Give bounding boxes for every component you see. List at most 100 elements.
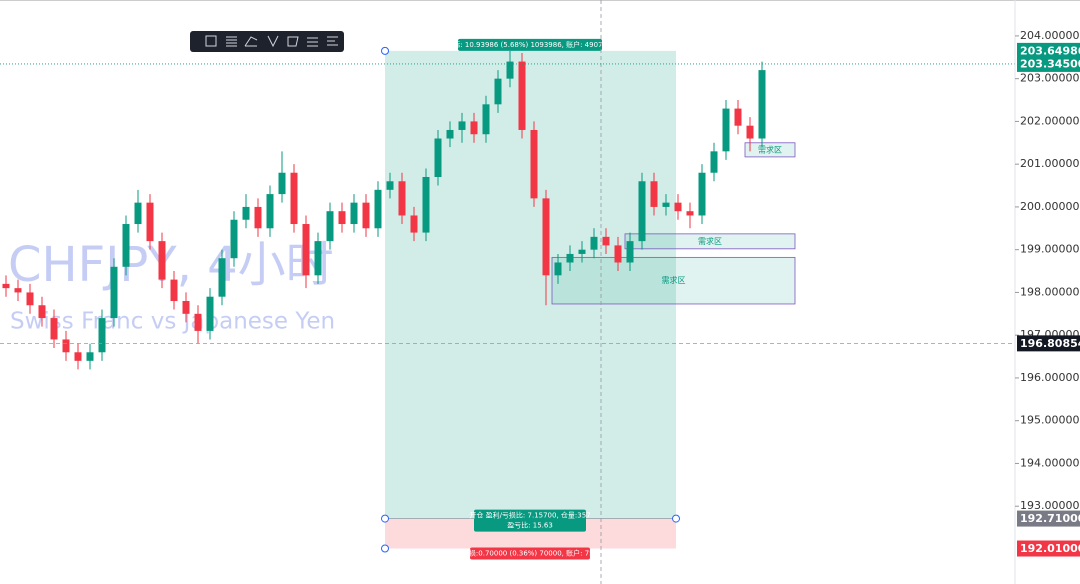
candle-body xyxy=(290,172,298,225)
position-label-bg xyxy=(474,509,586,532)
drawing-toolbar[interactable] xyxy=(190,31,344,52)
price-label-bg xyxy=(1017,335,1080,352)
candle-body xyxy=(734,108,742,126)
position-label: 目标: 10.93986 (5.68%) 1093986, 账户: 4907.0… xyxy=(446,40,613,49)
candle-body xyxy=(206,296,214,331)
price-label-bg xyxy=(1017,42,1080,59)
handle xyxy=(381,46,389,55)
candle-body xyxy=(302,224,310,276)
candle-body xyxy=(50,318,58,340)
price-label-bg xyxy=(1017,540,1080,557)
candle-body xyxy=(410,215,418,233)
candle-body xyxy=(698,172,706,216)
candle-body xyxy=(614,245,622,263)
y-tick-label: 198.00000 xyxy=(1020,285,1080,298)
candle-body xyxy=(602,236,610,246)
candle-body xyxy=(62,339,70,353)
price-label: 192.71000 xyxy=(1020,512,1080,525)
candle-body xyxy=(470,121,478,135)
candle-body xyxy=(650,181,658,207)
candle-body xyxy=(686,211,694,216)
price-label: 192.01000 xyxy=(1020,542,1080,555)
candle-body xyxy=(638,181,646,242)
candle-body xyxy=(26,292,34,306)
candle-body xyxy=(2,283,10,289)
candle-body xyxy=(86,352,94,361)
zone-label: 需求区 xyxy=(698,236,722,246)
price-label: 203.34500 xyxy=(1020,57,1080,70)
candle-body xyxy=(374,189,382,229)
position-label: 开仓 盈利/亏损比: 7.15700, 仓量:357 xyxy=(469,511,590,520)
position-label-bg xyxy=(458,38,602,51)
zone-label: 需求区 xyxy=(662,275,686,285)
candle-body xyxy=(266,194,274,229)
candle-body xyxy=(506,61,514,79)
candle-body xyxy=(758,70,766,139)
position-label-bg xyxy=(470,547,590,560)
candle-body xyxy=(554,262,562,276)
candle-body xyxy=(494,78,502,105)
candle-body xyxy=(518,61,526,130)
candle-body xyxy=(98,318,106,353)
demand-zone xyxy=(551,256,796,305)
handle xyxy=(381,514,389,523)
y-tick-label: 199.00000 xyxy=(1020,243,1080,256)
candle-body xyxy=(566,253,574,263)
candle-body xyxy=(230,219,238,259)
candle-body xyxy=(458,121,466,130)
candle-body xyxy=(338,211,346,225)
candle-body xyxy=(386,181,394,190)
candle-body xyxy=(254,206,262,229)
y-tick-label: 204.00000 xyxy=(1020,29,1080,42)
y-tick-label: 203.00000 xyxy=(1020,72,1080,85)
candle-body xyxy=(134,202,142,225)
candle-body xyxy=(674,202,682,212)
y-tick-label: 200.00000 xyxy=(1020,200,1080,213)
candle-body xyxy=(482,104,490,135)
candle-body xyxy=(626,241,634,263)
candle-body xyxy=(326,211,334,242)
candle-body xyxy=(74,352,82,361)
candle-body xyxy=(14,288,22,293)
y-tick-label: 194.00000 xyxy=(1020,456,1080,469)
price-label-bg xyxy=(1017,55,1080,72)
candle-body xyxy=(398,181,406,216)
y-tick-label: 202.00000 xyxy=(1020,114,1080,127)
candle-body xyxy=(446,129,454,139)
candle-body xyxy=(434,138,442,177)
candle-body xyxy=(194,313,202,331)
y-tick-label: 201.00000 xyxy=(1020,157,1080,170)
profit-zone xyxy=(385,50,676,519)
candle-body xyxy=(278,172,286,195)
candle-body xyxy=(38,305,46,319)
candle-body xyxy=(350,202,358,225)
candle-body xyxy=(182,300,190,314)
y-tick-label: 196.00000 xyxy=(1020,371,1080,384)
candle-body xyxy=(542,198,550,276)
candle-body xyxy=(530,129,538,199)
position-label: 止损:0.70000 (0.36%) 70000, 账户: 750 xyxy=(462,549,598,558)
candle-body xyxy=(746,125,754,139)
position-label: 盈亏比: 15.63 xyxy=(507,521,553,530)
candle-body xyxy=(662,202,670,207)
price-label: 196.80854 xyxy=(1020,337,1080,350)
zone-label: 需求区 xyxy=(758,144,782,154)
candle-body xyxy=(362,202,370,229)
handle xyxy=(381,544,389,553)
candle-body xyxy=(170,279,178,301)
y-tick-label: 195.00000 xyxy=(1020,414,1080,427)
candle-body xyxy=(110,266,118,319)
candle-body xyxy=(242,206,250,220)
candle-body xyxy=(218,258,226,297)
price-label-bg xyxy=(1017,510,1080,527)
y-tick-label: 193.00000 xyxy=(1020,499,1080,512)
candle-body xyxy=(722,108,730,152)
watermark-subtitle: Swiss Franc vs Japanese Yen xyxy=(10,309,335,335)
price-label: 203.64986 xyxy=(1020,44,1080,57)
demand-zone xyxy=(744,142,796,158)
candle-body xyxy=(314,241,322,276)
candle-body xyxy=(578,249,586,254)
candle-body xyxy=(158,241,166,280)
candle-body xyxy=(122,224,130,267)
